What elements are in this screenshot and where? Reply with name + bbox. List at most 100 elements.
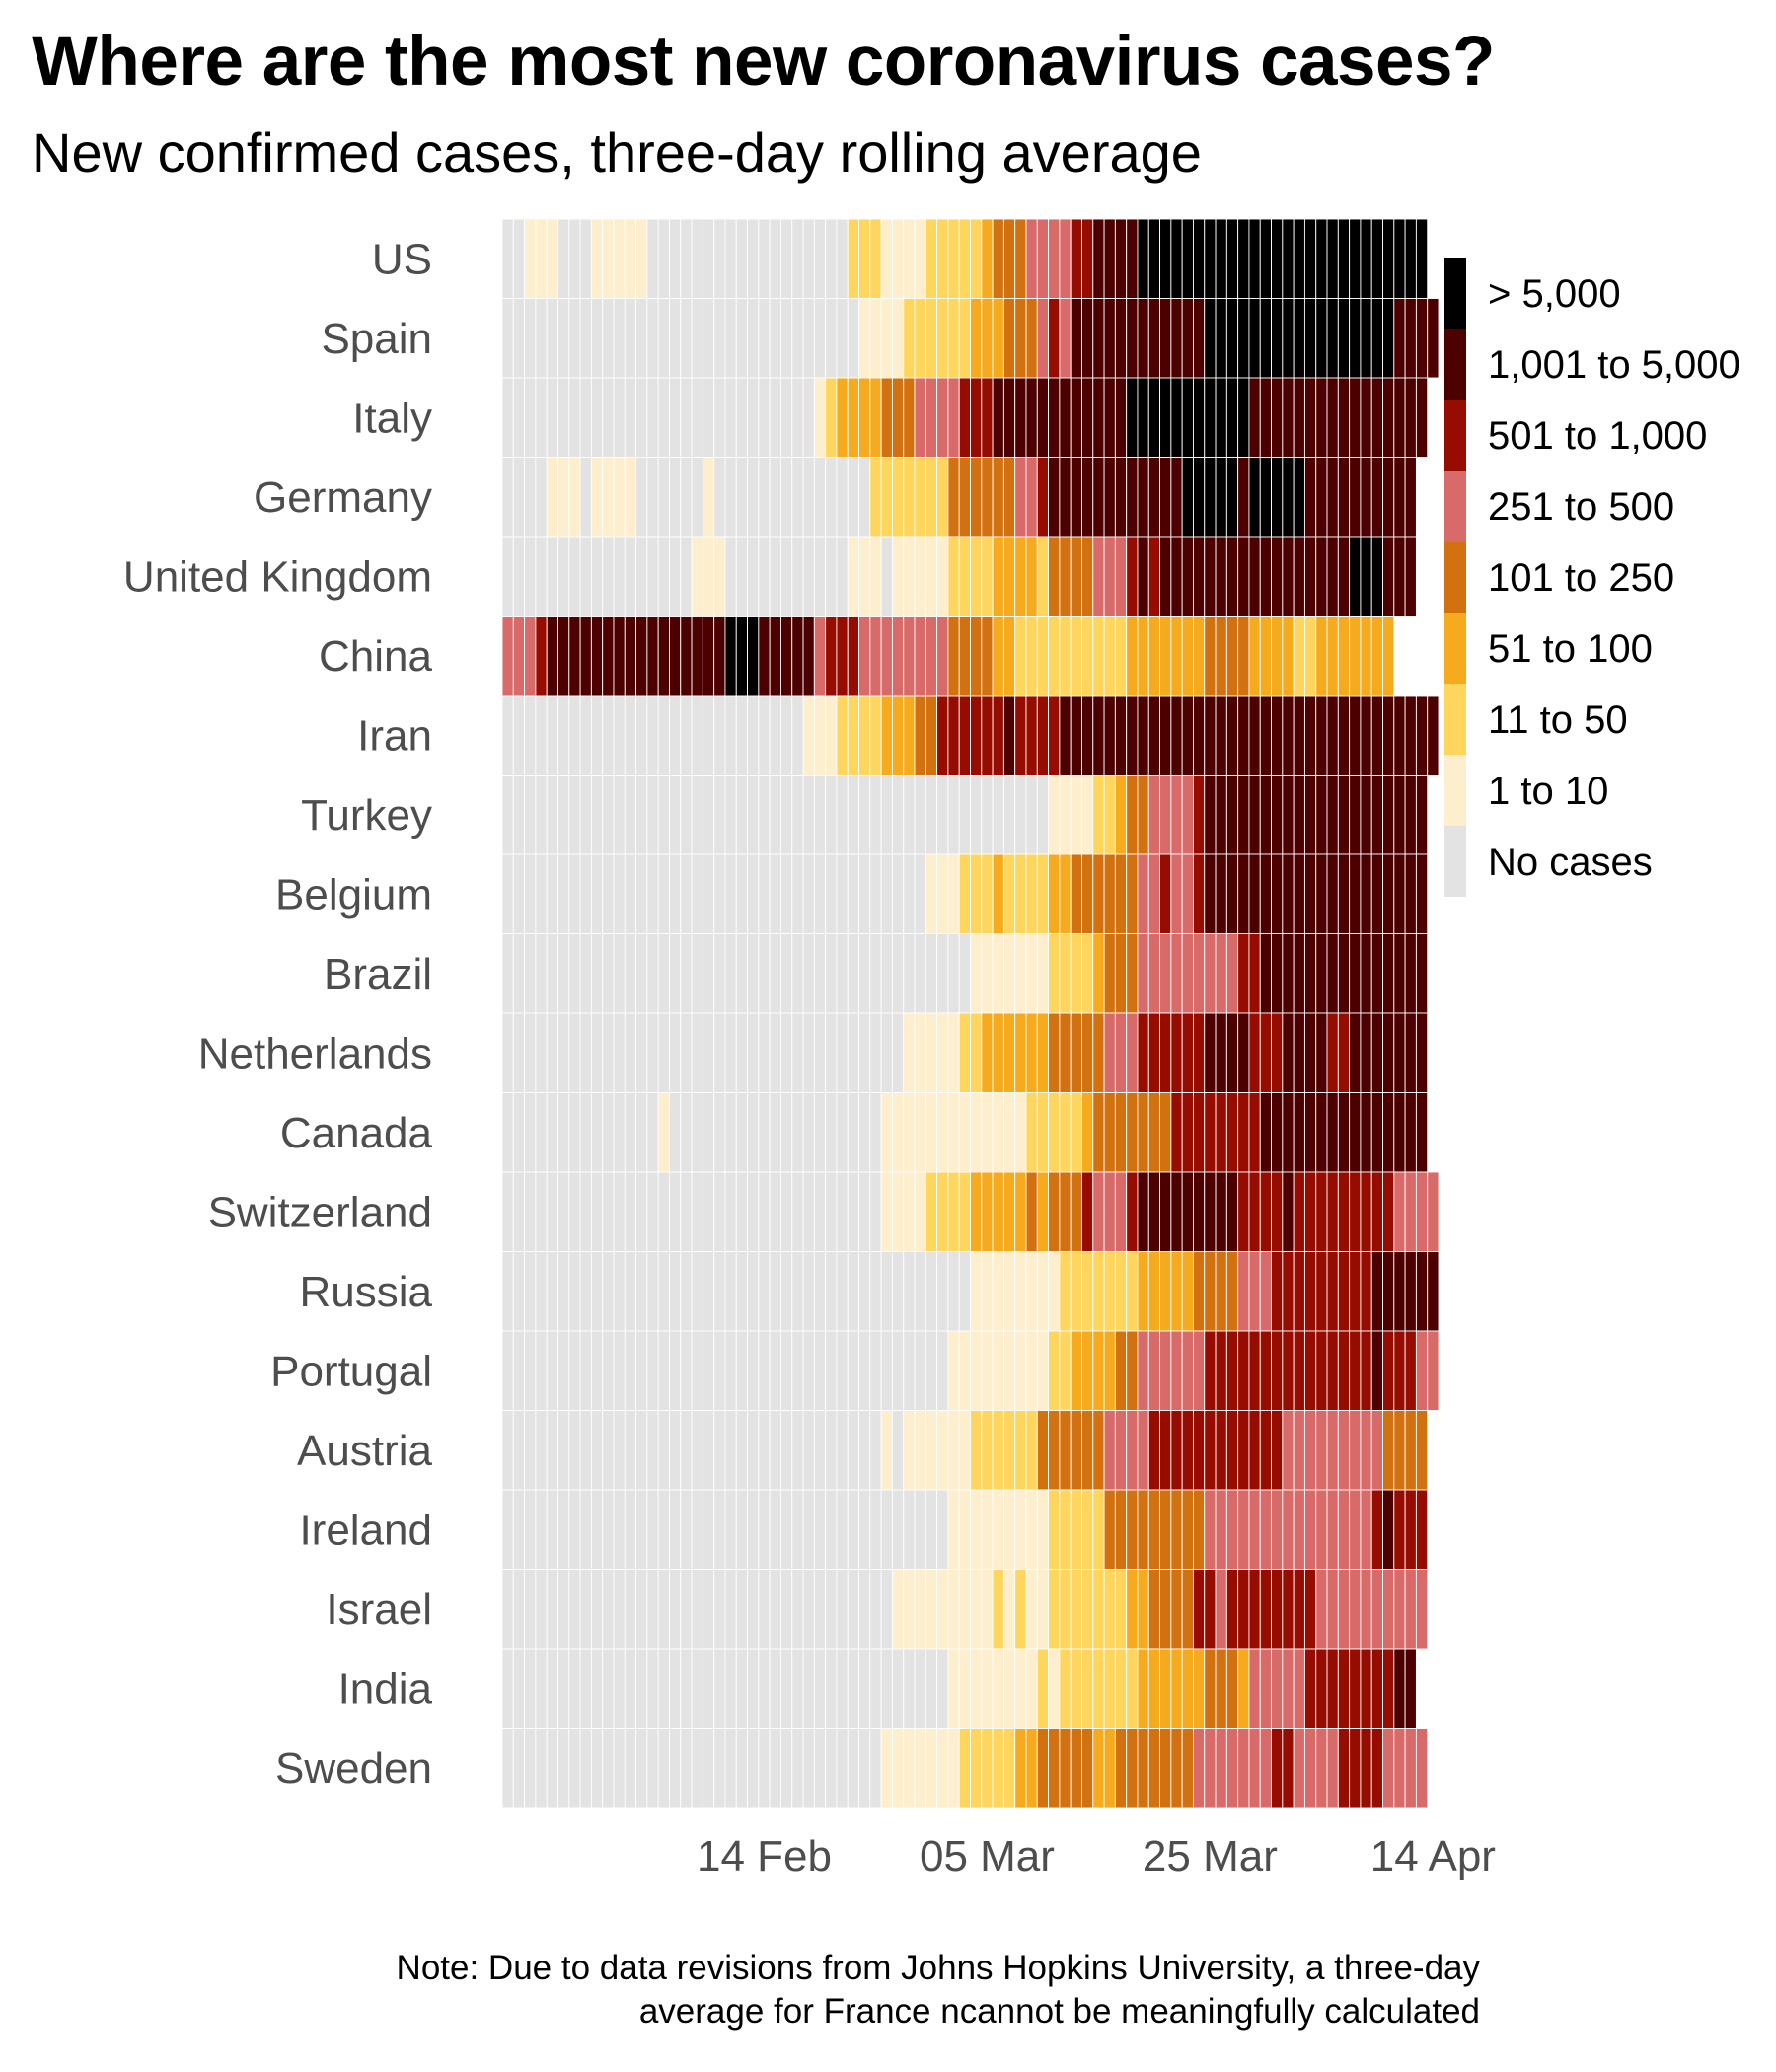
heatmap-cell xyxy=(1225,377,1239,458)
heatmap-cell xyxy=(1092,457,1105,538)
heatmap-cell xyxy=(579,457,592,538)
heatmap-cell xyxy=(713,1728,726,1809)
heatmap-cell xyxy=(903,1251,916,1332)
heatmap-cell xyxy=(1192,853,1206,934)
heatmap-cell xyxy=(869,1092,882,1173)
heatmap-cell xyxy=(713,1569,726,1650)
heatmap-cell xyxy=(702,853,715,934)
heatmap-cell xyxy=(936,1410,949,1491)
heatmap-cell xyxy=(568,218,581,299)
heatmap-cell xyxy=(579,1171,592,1252)
heatmap-cell xyxy=(624,457,637,538)
heatmap-cell xyxy=(501,1648,514,1729)
heatmap-cell xyxy=(568,1410,581,1491)
heatmap-cell xyxy=(1225,1251,1239,1332)
heatmap-cell xyxy=(1415,853,1429,934)
heatmap-cell xyxy=(1271,616,1284,697)
heatmap-cell xyxy=(1315,218,1328,299)
heatmap-cell xyxy=(1382,1330,1395,1411)
heatmap-cell xyxy=(1103,377,1116,458)
heatmap-cell xyxy=(1271,1012,1284,1093)
heatmap-cell xyxy=(501,1251,514,1332)
heatmap-cell xyxy=(1103,775,1116,855)
heatmap-cell xyxy=(1025,218,1038,299)
heatmap-cell xyxy=(1036,536,1050,617)
heatmap-cell xyxy=(925,1251,938,1332)
heatmap-cell xyxy=(724,853,737,934)
heatmap-cell xyxy=(1349,218,1362,299)
heatmap-row: Switzerland xyxy=(208,1171,1440,1252)
heatmap-cell xyxy=(813,1330,827,1411)
heatmap-cell xyxy=(869,218,882,299)
heatmap-cell xyxy=(891,1171,905,1252)
heatmap-cell xyxy=(1259,853,1272,934)
heatmap-cell xyxy=(1014,1251,1027,1332)
heatmap-cell xyxy=(914,1489,926,1570)
heatmap-cell xyxy=(702,1410,715,1491)
heatmap-cell xyxy=(891,1489,905,1570)
heatmap-cell xyxy=(1170,1251,1183,1332)
heatmap-row: US xyxy=(372,218,1429,299)
heatmap-cell xyxy=(1170,695,1183,776)
heatmap-cell xyxy=(1025,536,1038,617)
heatmap-cell xyxy=(613,298,626,379)
heatmap-cell xyxy=(546,298,558,379)
heatmap-cell xyxy=(836,1648,849,1729)
heatmap-cell xyxy=(1159,1171,1172,1252)
heatmap-cell xyxy=(735,616,749,697)
heatmap-cell xyxy=(1181,1728,1194,1809)
heatmap-cell xyxy=(747,933,760,1014)
heatmap-cell xyxy=(880,695,893,776)
heatmap-cell xyxy=(1181,1410,1194,1491)
heatmap-cell xyxy=(524,1251,537,1332)
heatmap-cell xyxy=(947,1569,960,1650)
heatmap-cell xyxy=(1103,1012,1116,1093)
heatmap-cell xyxy=(1170,1171,1183,1252)
heatmap-cell xyxy=(802,457,815,538)
heatmap-cell xyxy=(1415,1728,1429,1809)
heatmap-cell xyxy=(1337,1251,1351,1332)
heatmap-cell xyxy=(1126,695,1139,776)
heatmap-cell xyxy=(646,1330,659,1411)
heatmap-cell xyxy=(512,1648,526,1729)
heatmap-cell xyxy=(1126,1410,1139,1491)
heatmap-cell xyxy=(1393,1330,1406,1411)
heatmap-cell xyxy=(970,1648,983,1729)
heatmap-cell xyxy=(1360,536,1372,617)
row-label: Israel xyxy=(326,1586,432,1634)
heatmap-cell xyxy=(646,298,659,379)
heatmap-cell xyxy=(903,1410,916,1491)
heatmap-cell xyxy=(1025,933,1038,1014)
heatmap-cell xyxy=(1025,1728,1038,1809)
heatmap-cell xyxy=(970,1171,983,1252)
heatmap-cell xyxy=(914,1410,926,1491)
heatmap-cell xyxy=(624,1251,637,1332)
heatmap-cell xyxy=(724,1330,737,1411)
heatmap-cell xyxy=(1393,298,1406,379)
heatmap-cell xyxy=(769,1251,781,1332)
heatmap-cell xyxy=(557,1330,570,1411)
heatmap-cell xyxy=(1081,1092,1094,1173)
heatmap-cell xyxy=(1204,1728,1217,1809)
heatmap-cell xyxy=(1393,1012,1406,1093)
heatmap-cell xyxy=(836,1171,849,1252)
heatmap-cell xyxy=(802,218,815,299)
heatmap-cell xyxy=(858,1092,871,1173)
heatmap-cell xyxy=(813,1489,827,1570)
heatmap-cell xyxy=(747,616,760,697)
heatmap-cell xyxy=(613,1728,626,1809)
heatmap-cell xyxy=(769,377,781,458)
heatmap-cell xyxy=(925,1728,938,1809)
heatmap-cell xyxy=(858,377,871,458)
heatmap-cell xyxy=(847,1171,859,1252)
heatmap-cell xyxy=(657,1251,670,1332)
heatmap-cell xyxy=(858,1648,871,1729)
heatmap-cell xyxy=(758,695,771,776)
heatmap-cell xyxy=(1282,218,1295,299)
heatmap-cell xyxy=(1360,298,1372,379)
heatmap-cell xyxy=(646,377,659,458)
heatmap-cell xyxy=(1002,457,1016,538)
heatmap-cell xyxy=(1181,853,1194,934)
heatmap-cell xyxy=(1137,853,1149,934)
heatmap-cell xyxy=(1159,1728,1172,1809)
